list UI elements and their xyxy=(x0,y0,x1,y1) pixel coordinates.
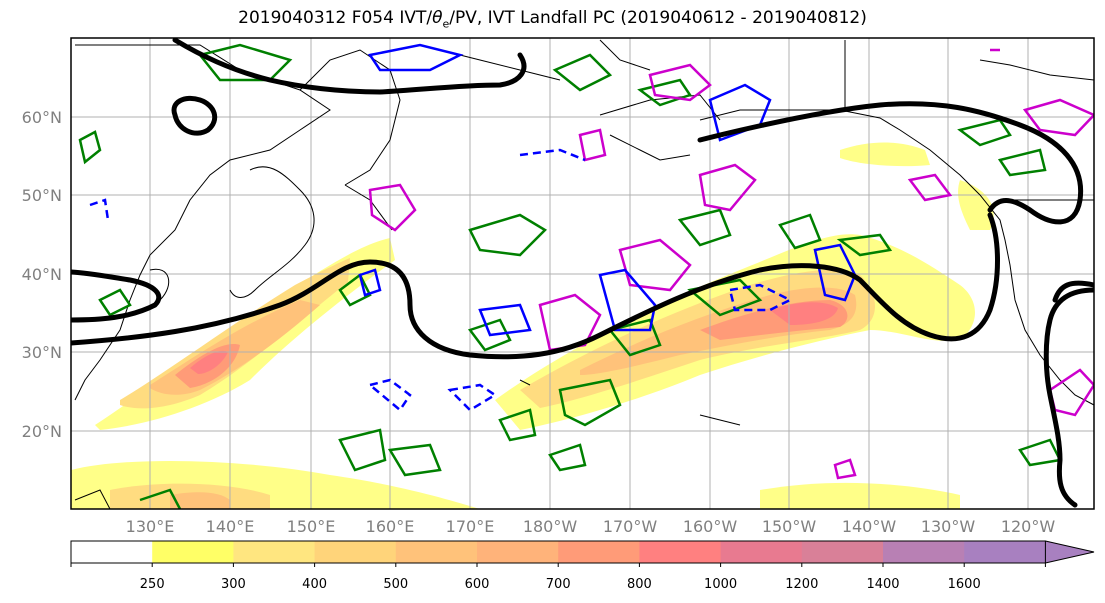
lon-labels: 130°E 140°E 150°E 160°E 170°E 180°W 170°… xyxy=(126,517,1056,536)
colorbar-tick-label: 1600 xyxy=(948,577,981,592)
title-prefix: 2019040312 F054 IVT/ xyxy=(238,8,433,28)
colorbar-segment xyxy=(152,541,234,563)
colorbar xyxy=(70,540,1095,564)
colorbar-labels: 250 300 400 500 600 700 800 1000 1200 1400 1600 xyxy=(70,563,1046,592)
colorbar-segment xyxy=(558,541,640,563)
colorbar-tick-label: 1400 xyxy=(866,577,899,592)
lon-label: 160°W xyxy=(683,517,738,536)
map-frame xyxy=(70,37,1095,510)
colorbar-tick-label: 600 xyxy=(465,577,490,592)
lon-label: 130°W xyxy=(921,517,976,536)
lon-label: 140°W xyxy=(842,517,897,536)
colorbar-segment xyxy=(639,541,722,563)
colorbar-segment xyxy=(964,541,1046,563)
lon-label: 150°E xyxy=(287,517,336,536)
colorbar-tick-label: 1200 xyxy=(785,577,818,592)
gridlines xyxy=(71,38,1094,509)
colorbar-tick-label: 400 xyxy=(302,577,327,592)
colorbar-tick-label: 800 xyxy=(627,577,652,592)
colorbar-extend-arrow xyxy=(1044,540,1095,564)
colorbar-tick-label: 300 xyxy=(221,577,246,592)
lat-label: 60°N xyxy=(22,108,62,127)
lon-label: 130°E xyxy=(126,517,175,536)
lon-label: 180°W xyxy=(523,517,578,536)
lat-label: 40°N xyxy=(22,265,62,284)
colorbar-tick-label: 700 xyxy=(546,577,571,592)
lon-label: 150°W xyxy=(762,517,817,536)
magenta-contours xyxy=(368,48,1094,480)
map-title: 2019040312 F054 IVT/θe/PV, IVT Landfall … xyxy=(0,8,1105,30)
title-theta: θ xyxy=(432,8,443,28)
landfall-pc-contour xyxy=(71,38,1094,508)
colorbar-segment xyxy=(233,541,316,563)
lon-label: 170°W xyxy=(603,517,658,536)
lat-label: 50°N xyxy=(22,186,62,205)
colorbar-segment xyxy=(477,541,559,563)
lon-label: 160°E xyxy=(366,517,415,536)
colorbar-segment xyxy=(801,541,884,563)
lat-label: 30°N xyxy=(22,343,62,362)
colorbar-segment xyxy=(720,541,803,563)
colorbar-segment xyxy=(883,541,965,563)
map-panel xyxy=(71,38,1094,509)
lon-label: 170°E xyxy=(446,517,495,536)
pv-dashed-contours xyxy=(89,148,793,412)
colorbar-segment xyxy=(71,541,153,563)
lon-label: 120°W xyxy=(1001,517,1056,536)
lon-label: 140°E xyxy=(206,517,255,536)
pv-solid-contours xyxy=(358,43,857,337)
colorbar-segment xyxy=(395,541,478,563)
lat-labels: 20°N 30°N 40°N 50°N 60°N xyxy=(22,108,62,441)
colorbar-tick-label: 250 xyxy=(140,577,165,592)
colorbar-tick-label: 500 xyxy=(383,577,408,592)
title-suffix: /PV, IVT Landfall PC (2019040612 - 20190… xyxy=(449,8,867,28)
colorbar-segment xyxy=(314,541,397,563)
title-sub: e xyxy=(442,17,450,31)
colorbar-tick-label: 1000 xyxy=(704,577,737,592)
lat-label: 20°N xyxy=(22,422,62,441)
